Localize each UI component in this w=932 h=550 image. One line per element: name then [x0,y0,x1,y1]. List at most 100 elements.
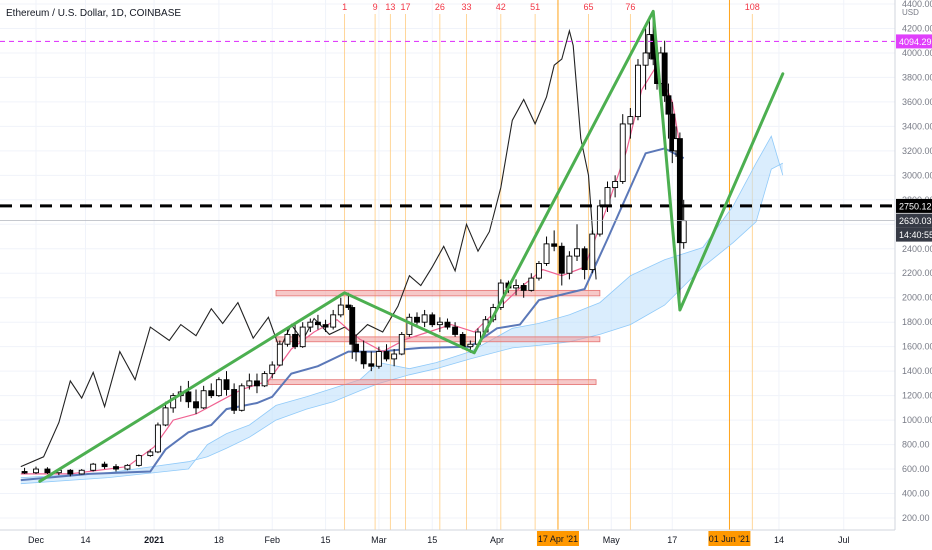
candle-body [353,343,359,353]
candle-body [429,314,436,326]
candle-body [551,243,558,247]
price-tick-label: 3800.00 [902,72,932,82]
count-marker-label: 33 [462,2,472,12]
count-marker-label: 17 [401,2,411,12]
candle-body [78,469,85,475]
price-tag [896,213,932,228]
time-tick-label: Feb [264,535,280,545]
candle-body [574,248,580,257]
highlight-date-tag [536,531,579,546]
count-marker-label: 1 [342,2,347,12]
candle-body [383,351,390,360]
candle-body [669,113,676,152]
symbol-title[interactable]: Ethereum / U.S. Dollar, 1D, COINBASE [6,8,182,19]
price-tick-label: 2000.00 [902,293,932,303]
price-tick-label: 1200.00 [902,391,932,401]
time-tick-label: 18 [214,535,224,545]
candle-body [604,187,611,207]
candle-body [528,277,535,291]
count-marker-label: 76 [625,2,635,12]
support-zone [275,289,601,297]
candle-body [215,379,222,397]
price-tag [896,34,932,49]
candle-body [665,95,672,115]
price-tag-label: 2630.03 [899,216,932,226]
price-tick-label: 3600.00 [902,97,932,107]
candle-body [147,451,154,457]
candle-body [558,245,565,274]
candle-body [368,363,375,367]
time-tick-label: 15 [321,535,331,545]
price-tick-label: 1800.00 [902,317,932,327]
candle-body [467,343,474,348]
support-zone [268,379,597,386]
price-tick-label: 1400.00 [902,366,932,376]
candle-body [223,379,230,390]
candle-body [676,138,683,244]
candle-body [414,316,420,323]
candle-body [254,380,260,387]
candle-body [375,351,382,367]
candle-body [391,353,398,360]
candle-body [398,333,405,355]
time-tick-label: 17 [667,535,677,545]
candle-body [581,248,588,271]
candle-body [330,314,337,328]
candle-body [520,285,527,291]
price-tick-label: 600.00 [902,464,930,474]
candle-body [360,351,367,365]
candle-body [284,333,291,345]
candle-body [307,321,314,328]
candle-body [90,463,97,471]
highlight-date-label: 01 Jun '21 [709,534,750,544]
candle-body [589,233,596,271]
candle-body [345,304,352,308]
highlight-date-label: 17 Apr '21 [538,534,578,544]
price-tag [896,198,932,213]
time-tick-label: Jul [838,535,850,545]
price-tick-label: 3000.00 [902,170,932,180]
time-tick-label: Apr [490,535,504,545]
candle-body [436,321,443,326]
count-marker-label: 9 [373,2,378,12]
price-tick-label: 2200.00 [902,268,932,278]
candle-body [124,464,131,470]
candle-body [459,333,466,348]
candle-body [276,343,283,366]
candle-body [619,123,626,182]
countdown-tag [896,227,932,242]
candle-body [314,321,321,326]
candle-body [596,205,603,235]
candle-body [200,390,207,409]
candle-body [193,401,199,409]
count-marker-label: 51 [530,2,540,12]
candle-body [101,463,108,468]
candle-body [452,326,459,335]
candle-body [661,52,668,97]
price-tick-label: 200.00 [902,513,930,523]
countdown-label: 14:40:55 [899,230,932,240]
candle-body [349,307,356,345]
time-tick-label: 14 [774,535,784,545]
candle-body [612,181,619,189]
candle-body [231,389,238,411]
price-tick-label: 4200.00 [902,23,932,33]
candle-body [33,468,39,474]
candle-body [406,316,413,335]
price-tick-label: 400.00 [902,489,930,499]
price-tick-label: 1000.00 [902,415,932,425]
candle-body [627,116,634,125]
pattern-trend-line [38,9,785,483]
time-tick-label: Dec [28,535,45,545]
ichimoku-cloud [20,136,783,484]
candle-body [337,304,344,316]
time-tick-label: 15 [427,535,437,545]
candle-body [642,52,649,66]
highlight-date-tag [708,531,751,546]
candle-body [154,424,161,453]
candle-body [261,373,268,387]
candle-body [269,364,276,375]
candle-body [185,391,192,403]
time-tick-label: 2021 [144,535,164,545]
